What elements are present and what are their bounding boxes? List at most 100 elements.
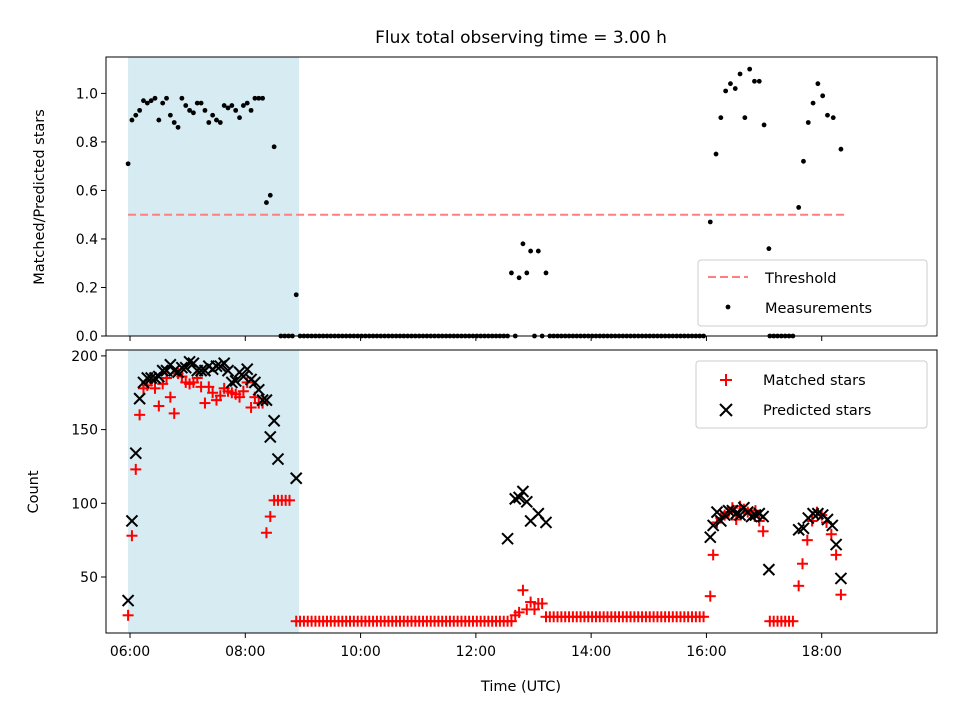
x-tick-label: 12:00 (456, 644, 496, 660)
matched-star-point (517, 584, 529, 596)
measurement-point (825, 112, 830, 118)
measurement-point (796, 205, 802, 210)
matched-star-point (153, 400, 165, 412)
predicted-star-point (762, 563, 776, 576)
measurement-point (728, 81, 733, 87)
matched-star-point (793, 580, 805, 592)
predicted-star-point (256, 393, 269, 407)
predicted-star-point (152, 370, 166, 383)
measurement-point (137, 107, 143, 113)
predicted-star-point (217, 357, 231, 370)
predicted-star-point (733, 508, 747, 522)
measurement-point (820, 93, 826, 99)
predicted-star-point (806, 507, 820, 520)
measurement-point (520, 241, 526, 247)
measurement-point (248, 107, 254, 113)
measurement-point (129, 117, 135, 123)
predicted-star-point (271, 452, 285, 466)
predicted-star-point (516, 485, 530, 498)
bottom-axes-frame (105, 349, 938, 634)
measurement-point (713, 151, 719, 157)
measurement-point (747, 66, 753, 72)
matched-star-point (536, 598, 548, 610)
y-tick-label: 1.0 (76, 86, 98, 102)
matched-star-point (122, 609, 134, 621)
measurement-point (191, 110, 196, 116)
bottom-legend: Matched stars Predicted stars (695, 360, 928, 429)
predicted-star-point (129, 446, 142, 460)
legend-measurements-swatch (725, 304, 731, 310)
predicted-star-point (501, 532, 514, 545)
measurement-point (167, 112, 173, 118)
matched-star-point (757, 525, 769, 537)
predicted-star-point (260, 393, 273, 407)
matched-star-point (835, 589, 847, 601)
measurement-point (179, 95, 185, 101)
matched-star-point (199, 397, 211, 409)
legend-matched-swatch (720, 374, 732, 386)
matched-star-point (528, 603, 540, 615)
legend-measurements-label: Measurements (765, 301, 872, 317)
bottom-x-axis: 06:00 08:00 10:00 12:00 14:00 16:00 18:00 (110, 633, 842, 660)
measurement-point (732, 86, 738, 91)
matched-star-point (164, 391, 176, 403)
measurement-point (830, 115, 836, 121)
measurement-point (240, 103, 246, 108)
predicted-star-point (797, 522, 810, 535)
top-y-axis-label: Matched/Predicted stars (32, 109, 48, 285)
predicted-star-point (221, 364, 235, 377)
legend-threshold-label: Threshold (764, 271, 836, 287)
matched-star-point (207, 387, 219, 399)
measurement-point (125, 161, 131, 167)
measurement-point (766, 246, 772, 252)
matched-star-point (214, 390, 226, 402)
measurement-point (801, 158, 806, 164)
matched-star-point (264, 511, 276, 523)
predicted-star-point (290, 472, 303, 485)
predicted-star-point (210, 360, 223, 373)
predicted-star-point (706, 519, 720, 532)
x-tick-label: 10:00 (340, 644, 380, 660)
bottom-y-axis: 50 100 150 200 (71, 349, 106, 586)
matched-star-point (237, 385, 249, 397)
predicted-star-point (168, 364, 181, 377)
legend-predicted-swatch (719, 403, 733, 417)
legend-matched-label: Matched stars (763, 373, 866, 389)
predicted-star-point (710, 505, 724, 519)
predicted-star-point (722, 504, 735, 517)
measurement-point (148, 98, 154, 104)
measurement-point (183, 103, 189, 108)
measurement-point (271, 144, 277, 150)
x-tick-label: 16:00 (686, 644, 726, 660)
matched-star-point (260, 527, 272, 539)
predicted-star-point (520, 495, 533, 509)
measurement-point (264, 200, 269, 205)
predicted-star-point (829, 538, 843, 551)
measurement-point (202, 107, 208, 113)
predicted-star-point (194, 364, 208, 377)
predicted-star-point (241, 362, 254, 376)
y-tick-label: 50 (80, 570, 98, 586)
x-tick-label: 18:00 (802, 644, 842, 660)
measurement-point (244, 100, 250, 106)
predicted-star-point (248, 376, 262, 389)
measurement-point (752, 78, 757, 84)
top-y-axis: 0.0 0.2 0.4 0.6 0.8 1.0 (76, 86, 106, 345)
matched-star-point (149, 382, 161, 394)
matched-star-point (203, 381, 215, 393)
measurement-point (293, 292, 299, 298)
measurement-point (252, 95, 258, 101)
predicted-star-point (225, 376, 239, 389)
measurement-point (144, 100, 150, 106)
measurement-point (256, 95, 262, 101)
x-axis-label: Time (UTC) (480, 679, 561, 695)
predicted-star-point (704, 530, 717, 544)
matched-star-point (787, 615, 799, 627)
matched-star-point (234, 391, 246, 403)
bottom-plot-area: 50 100 150 200 06:00 08:00 10:00 12:00 14:00 16:… (26, 349, 938, 695)
matched-star-point (513, 606, 525, 618)
predicted-star-point (267, 414, 281, 427)
measurement-point (156, 117, 162, 123)
y-tick-label: 0.2 (76, 280, 98, 296)
